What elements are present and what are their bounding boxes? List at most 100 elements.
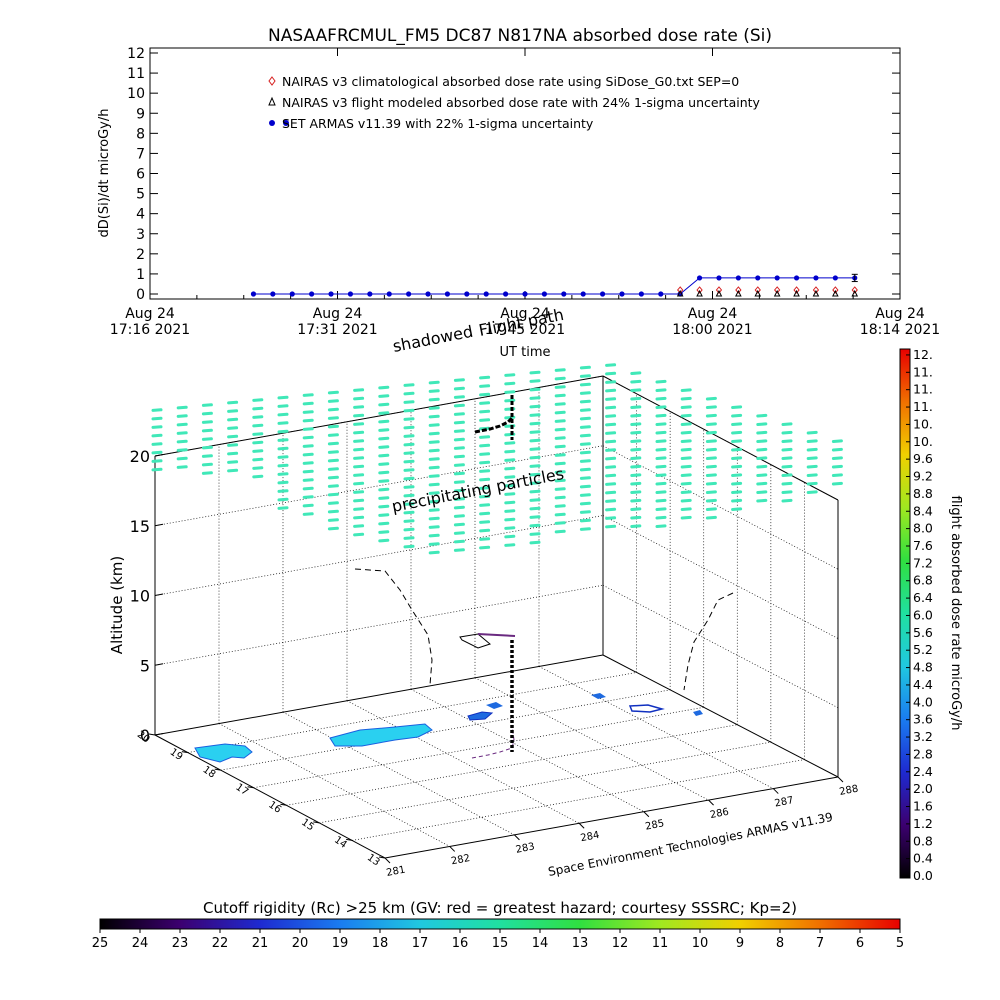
particle-dash [479, 409, 491, 414]
particle-dash [453, 412, 465, 416]
particle-dash [201, 403, 213, 407]
particle-dash [504, 526, 516, 530]
particle-dash [252, 415, 264, 419]
particle-dash [327, 433, 339, 437]
particle-dash [403, 391, 415, 396]
latitude-tick-mark [214, 768, 221, 771]
particle-dash [176, 405, 188, 410]
particle-dash [327, 458, 339, 463]
legend-marker-dot [283, 120, 289, 126]
particle-dash [403, 383, 415, 387]
longitude-tick-mark [643, 811, 650, 818]
particle-dash [453, 403, 465, 408]
latitude-tick-mark [346, 838, 353, 841]
particle-dash [353, 515, 365, 520]
dose-colorbar-tick-label: 4.8 [913, 660, 933, 675]
longitude-tick-mark [708, 799, 714, 806]
particle-dash [302, 427, 314, 431]
data-point-climatological [832, 286, 839, 294]
particle-dash [630, 379, 642, 384]
dose-colorbar-tick-label: 0.4 [913, 851, 933, 866]
contour-blob [591, 693, 606, 699]
grid-line [154, 584, 604, 666]
dose-colorbar-tick-label: 7.6 [913, 538, 933, 553]
particle-dash [453, 454, 465, 459]
particle-dash [479, 486, 491, 490]
dose-colorbar-tick-label: 0.0 [913, 868, 933, 883]
particle-dash [731, 439, 743, 443]
plot-3d-grid [154, 375, 839, 847]
particle-dash [731, 447, 743, 452]
particle-dash [529, 523, 541, 528]
particle-dash [428, 508, 440, 512]
particle-dash [705, 439, 717, 443]
dose-colorbar-tick-label: 8.8 [913, 486, 933, 501]
longitude-tick-label: 281 [385, 865, 406, 879]
particle-dash [176, 422, 188, 427]
dose-y-axis-label: dD(Si)/dt microGy/h [97, 109, 112, 238]
particle-dash [353, 422, 365, 426]
particle-dash [353, 447, 365, 452]
particle-dash [680, 490, 692, 494]
particle-dash [680, 498, 692, 503]
rc-colorbar-tick-label: 9 [736, 936, 744, 951]
particle-dash [327, 399, 339, 403]
particle-dash [705, 473, 717, 477]
particle-dash [428, 406, 440, 410]
particle-dash [479, 494, 491, 499]
data-point-armas [793, 275, 800, 281]
altitude-tick-mark [154, 593, 164, 596]
dose-colorbar-tick-label: 4.4 [913, 677, 933, 692]
particle-dash [277, 472, 289, 476]
particle-dash [705, 405, 717, 409]
particle-dash [227, 400, 239, 405]
dose-colorbar-tick-label: 3.2 [913, 729, 933, 744]
particle-dash [655, 507, 667, 511]
particle-dash [277, 497, 289, 502]
particle-dash [479, 520, 491, 524]
x-tick-date: Aug 24 [875, 306, 925, 322]
particle-dash [201, 437, 213, 441]
particle-dash [302, 444, 314, 448]
flight-path-mid [459, 633, 492, 649]
particle-dash [529, 421, 541, 426]
longitude-tick-mark [449, 846, 456, 852]
contour-blob [693, 710, 703, 716]
dose-colorbar-tick-label: 5.6 [913, 625, 933, 640]
y-tick-label: 0 [136, 287, 145, 303]
particle-dash [378, 419, 390, 424]
particle-dash [605, 465, 617, 469]
particle-dash [529, 387, 541, 392]
particle-dash [680, 396, 692, 401]
particle-dash [579, 374, 591, 378]
series-line-armas [253, 277, 855, 295]
data-point-armas [347, 291, 354, 297]
x-tick-time: 17:16 2021 [110, 322, 190, 338]
particle-dash [378, 394, 390, 398]
box-edge [602, 654, 839, 778]
box-edge [602, 375, 839, 501]
dose-colorbar-tick-label: 8.4 [913, 503, 933, 518]
data-point-armas [270, 291, 276, 297]
longitude-tick-label: 288 [838, 784, 859, 798]
latitude-tick-mark [280, 803, 287, 806]
particle-dash [428, 448, 440, 453]
particle-dash [655, 413, 667, 418]
particle-dash [201, 420, 213, 424]
particle-dash [806, 456, 818, 460]
particle-dash [277, 480, 289, 485]
dose-colorbar-tick-label: 12. [913, 347, 933, 362]
particle-dash [680, 507, 692, 511]
latitude-tick-mark [181, 751, 188, 754]
particle-dash [453, 446, 465, 450]
particle-dash [453, 531, 465, 535]
x-tick-date: Aug 24 [500, 306, 550, 322]
rc-colorbar-tick-label: 16 [452, 936, 469, 951]
particle-dash [630, 507, 642, 511]
particle-dash [453, 395, 465, 399]
rc-colorbar-tick-label: 24 [132, 936, 149, 951]
particle-dash [605, 507, 617, 512]
particle-dash [479, 435, 491, 439]
x-tick-time: 17:45 2021 [485, 322, 565, 338]
